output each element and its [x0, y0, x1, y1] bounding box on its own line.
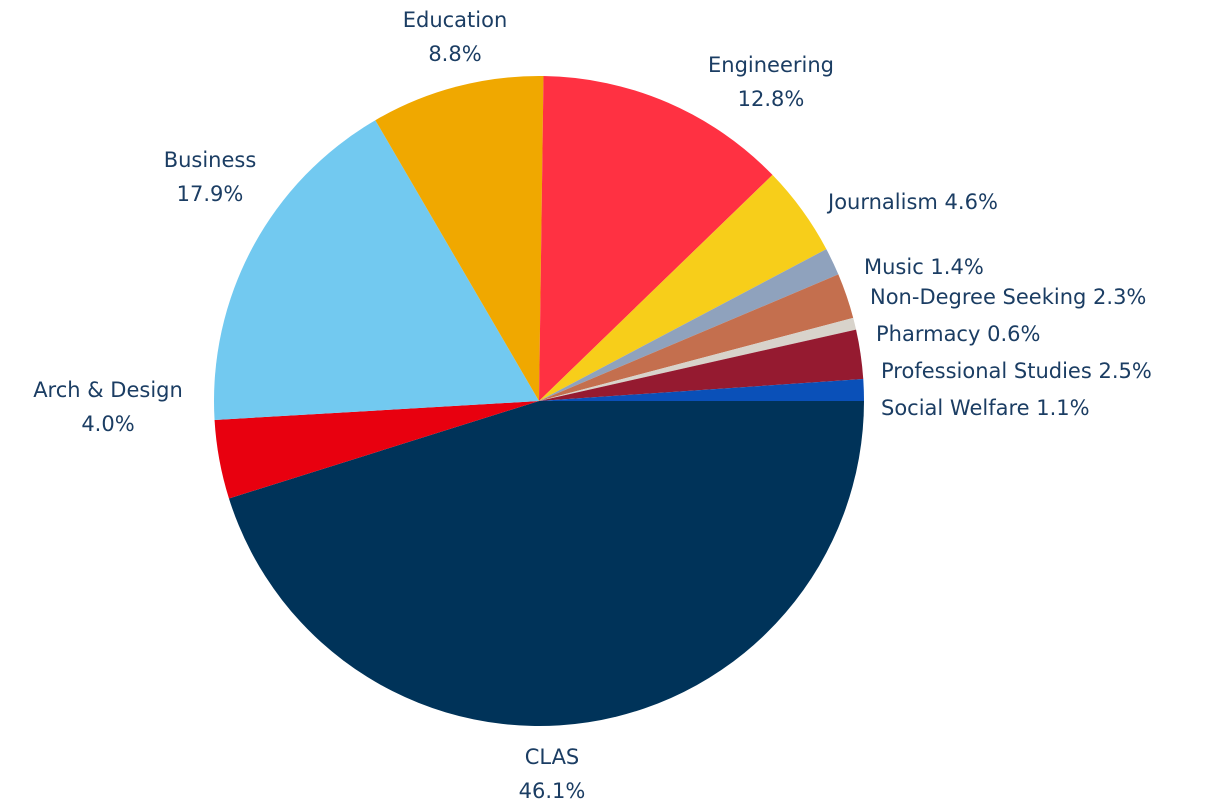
- slice-name: Engineering: [708, 53, 834, 77]
- pie-slice-music: [539, 249, 839, 401]
- slice-percent: 2.3%: [1086, 285, 1147, 309]
- data-label-journalism: Journalism 4.6%: [828, 185, 998, 219]
- slice-name: Pharmacy: [876, 322, 981, 346]
- pie-slice-professional-studies: [539, 329, 864, 401]
- pie-slice-pharmacy: [539, 317, 857, 401]
- slice-percent: 1.1%: [1029, 396, 1090, 420]
- pie-slice-journalism: [539, 174, 827, 401]
- slice-percent: 4.0%: [81, 412, 135, 436]
- data-label-education: Education 8.8%: [403, 3, 508, 71]
- slice-name: Arch & Design: [33, 378, 183, 402]
- slice-percent: 0.6%: [980, 322, 1041, 346]
- slice-percent: 17.9%: [176, 182, 244, 206]
- slice-percent: 4.6%: [937, 190, 998, 214]
- slice-name: Non-Degree Seeking: [870, 285, 1087, 309]
- data-label-clas: CLAS 46.1%: [519, 740, 586, 808]
- data-label-professional-studies: Professional Studies 2.5%: [881, 354, 1152, 388]
- data-label-engineering: Engineering 12.8%: [708, 48, 834, 116]
- slice-percent: 1.4%: [923, 255, 984, 279]
- slice-name: Music: [864, 255, 924, 279]
- slice-name: Journalism: [828, 190, 938, 214]
- data-label-social-welfare: Social Welfare 1.1%: [881, 391, 1090, 425]
- data-label-arch-design: Arch & Design 4.0%: [33, 373, 183, 441]
- slice-name: Social Welfare: [881, 396, 1030, 420]
- pie-slice-non-degree-seeking: [539, 274, 854, 401]
- pie-slice-arch-design: [214, 401, 540, 499]
- slice-name: Education: [402, 8, 508, 32]
- data-label-music: Music 1.4%: [864, 250, 984, 284]
- pie-slice-social-welfare: [539, 379, 864, 401]
- slice-percent: 2.5%: [1091, 359, 1152, 383]
- data-label-pharmacy: Pharmacy 0.6%: [876, 317, 1040, 351]
- pie-slice-education: [375, 76, 544, 401]
- slice-name: CLAS: [524, 745, 580, 769]
- data-label-business: Business 17.9%: [164, 143, 257, 211]
- slice-percent: 46.1%: [518, 779, 586, 803]
- pie-slice-clas: [228, 401, 864, 727]
- slice-name: Professional Studies: [881, 359, 1092, 383]
- pie-slice-business: [214, 120, 539, 420]
- data-label-non-degree-seeking: Non-Degree Seeking 2.3%: [870, 280, 1146, 314]
- pie-slice-engineering: [539, 76, 773, 401]
- slice-name: Business: [163, 148, 257, 172]
- slice-percent: 8.8%: [428, 42, 482, 66]
- slice-percent: 12.8%: [737, 87, 805, 111]
